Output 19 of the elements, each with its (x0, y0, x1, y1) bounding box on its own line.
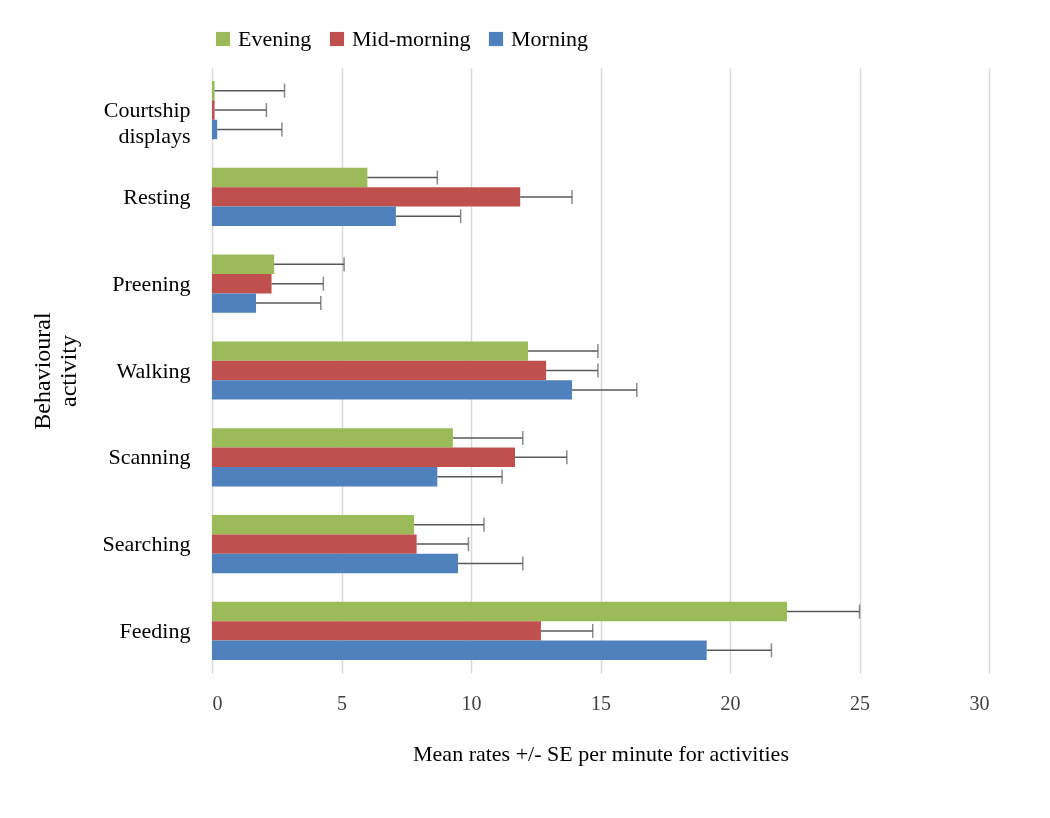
x-tick-label: 25 (850, 691, 870, 714)
y-tick-label: Scanning (108, 444, 191, 470)
x-axis-title: Mean rates +/- SE per minute for activities (413, 740, 789, 766)
x-tick-label: 0 (212, 691, 223, 714)
legend-label: Mid-morning (352, 26, 471, 51)
y-tick-label: Resting (123, 183, 191, 209)
y-axis-title: Behavioural activity (28, 312, 81, 430)
y-tick-label: Walking (116, 357, 191, 383)
x-tick-label: 20 (720, 691, 741, 714)
y-tick-label: Searching (102, 531, 191, 557)
y-tick-label: Preening (112, 270, 191, 296)
x-tick-label: 5 (337, 691, 347, 714)
legend-label: Morning (511, 26, 588, 51)
x-tick-label: 10 (461, 691, 482, 714)
x-tick-label: 30 (969, 691, 990, 714)
y-tick-label: Feeding (119, 617, 191, 643)
y-tick-label: Courtship displays (103, 97, 191, 149)
x-tick-label: 15 (591, 691, 611, 714)
legend-label: Evening (238, 26, 312, 51)
